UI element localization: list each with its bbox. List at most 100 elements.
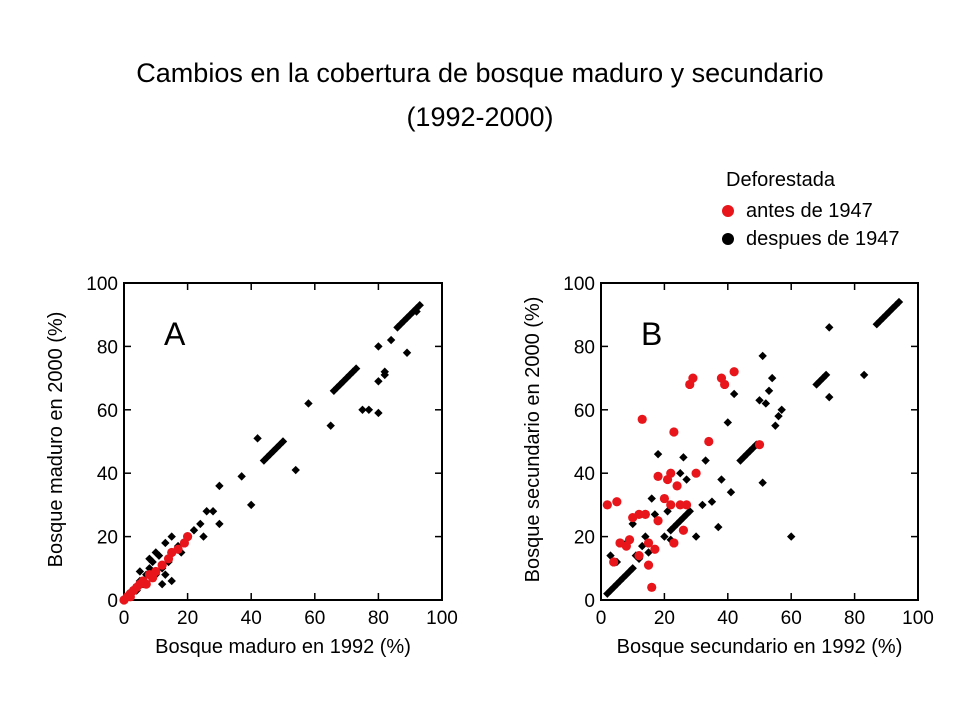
data-point-antes	[602, 500, 612, 510]
x-tick-label: 80	[844, 608, 865, 629]
data-point-antes	[173, 544, 183, 554]
data-point-despues	[151, 548, 160, 557]
data-point-despues	[717, 475, 726, 484]
data-point-despues	[682, 475, 691, 484]
x-tick-label: 0	[596, 608, 607, 629]
data-point-antes	[675, 500, 685, 510]
x-tick-label: 20	[177, 608, 198, 629]
data-point-despues	[825, 392, 834, 402]
data-point-antes	[640, 509, 650, 520]
data-point-despues	[672, 519, 682, 529]
data-point-despues	[701, 456, 710, 465]
data-point-antes	[609, 557, 619, 567]
y-tick-label: 20	[97, 528, 118, 549]
data-point-despues	[157, 579, 167, 589]
y-tick-label: 40	[574, 464, 595, 485]
data-point-despues	[815, 377, 824, 386]
chart-panel-b: 0 20 40 60 80 100 0 20 40 60 80 100 Bosque secundari…	[522, 274, 934, 658]
data-point-antes	[621, 541, 631, 551]
data-point-despues	[859, 370, 869, 380]
y-tick-label: 40	[97, 464, 118, 485]
data-point-antes	[681, 500, 692, 510]
panel-label: B	[641, 316, 662, 352]
y-tick-label: 100	[86, 274, 118, 295]
data-point-despues	[767, 373, 777, 383]
data-point-despues	[167, 532, 176, 541]
data-point-despues	[189, 526, 199, 535]
y-axis-label: Bosque maduro en 2000 (%)	[45, 312, 67, 568]
data-point-antes	[653, 516, 663, 526]
data-point-despues	[764, 386, 774, 395]
data-point-despues	[628, 519, 637, 529]
data-point-despues	[278, 437, 288, 446]
y-tick-label: 20	[574, 528, 595, 549]
data-point-antes	[647, 582, 657, 592]
y-axis-label: Bosque secundario en 2000 (%)	[522, 297, 544, 583]
data-point-despues	[882, 310, 891, 319]
legend-red-dot-icon	[722, 205, 734, 217]
panel-label: A	[164, 316, 186, 352]
data-point-despues	[199, 532, 208, 541]
data-point-despues	[644, 548, 653, 557]
data-point-antes	[634, 551, 644, 561]
y-tick-label: 0	[107, 591, 118, 612]
data-point-despues	[612, 579, 622, 589]
y-tick-label: 80	[97, 337, 118, 358]
data-point-antes	[650, 544, 660, 554]
data-point-despues	[691, 532, 701, 541]
data-point-antes	[634, 509, 644, 520]
data-point-despues	[663, 507, 672, 516]
data-point-antes	[678, 525, 689, 535]
y-tick-label: 100	[563, 274, 595, 295]
data-point-despues	[253, 434, 262, 443]
data-point-antes	[157, 560, 167, 570]
data-point-antes	[643, 560, 654, 570]
data-point-despues	[726, 488, 736, 497]
data-point-despues	[154, 551, 164, 560]
data-point-antes	[653, 471, 663, 481]
data-point-despues	[628, 564, 637, 573]
data-point-despues	[145, 564, 154, 573]
data-point-despues	[669, 522, 679, 532]
x-axis-label: Bosque secundario en 1992 (%)	[617, 636, 903, 658]
data-point-despues	[894, 297, 904, 307]
x-tick-label: 100	[426, 608, 458, 629]
legend-label-antes: antes de 1947	[746, 200, 873, 222]
data-point-despues	[647, 494, 656, 503]
data-point-despues	[386, 335, 396, 345]
data-point-antes	[141, 579, 151, 589]
legend-black-dot-icon	[722, 233, 734, 245]
data-point-antes	[659, 493, 670, 504]
data-point-antes	[637, 414, 647, 424]
data-point-despues	[618, 573, 628, 583]
data-point-despues	[148, 557, 157, 567]
data-point-despues	[758, 351, 767, 361]
y-tick-label: 60	[574, 401, 595, 422]
chart-title: Cambios en la cobertura de bosque maduro…	[136, 58, 824, 88]
data-point-despues	[374, 342, 383, 351]
data-point-despues	[891, 300, 901, 310]
x-tick-label: 40	[717, 608, 738, 629]
data-point-despues	[707, 497, 717, 506]
data-point-despues	[161, 538, 170, 548]
data-point-despues	[736, 456, 745, 465]
data-point-despues	[714, 522, 723, 532]
x-tick-label: 80	[368, 608, 389, 629]
plot-frame	[600, 282, 919, 601]
data-point-despues	[304, 399, 313, 408]
data-point-despues	[247, 500, 256, 510]
data-point-despues	[742, 449, 752, 459]
data-point-antes	[729, 367, 739, 377]
data-point-despues	[748, 443, 758, 453]
data-point-despues	[787, 532, 796, 541]
data-point-despues	[771, 421, 780, 430]
data-point-despues	[161, 570, 170, 579]
x-tick-label: 20	[654, 608, 675, 629]
x-tick-label: 100	[902, 608, 934, 629]
data-point-despues	[135, 567, 145, 576]
data-point-antes	[720, 379, 730, 390]
data-point-despues	[374, 377, 383, 386]
data-point-despues	[872, 320, 881, 329]
plot-frame	[123, 282, 443, 601]
data-point-despues	[412, 307, 421, 316]
